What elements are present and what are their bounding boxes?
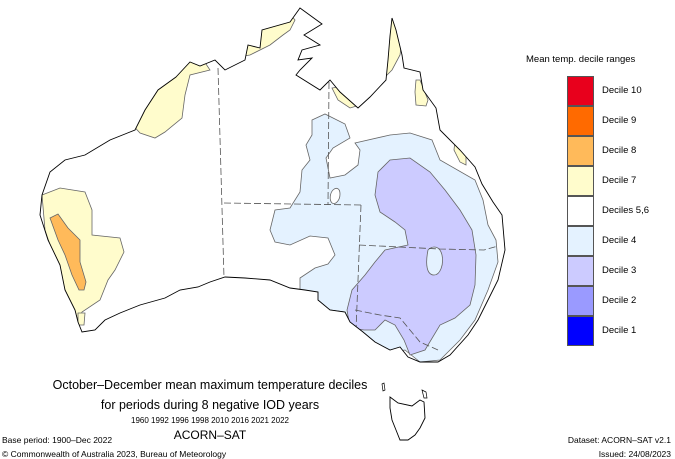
swatch-decile-4 — [567, 226, 594, 256]
iod-years: 1960 1992 1996 1998 2010 2016 2021 2022 — [131, 416, 289, 425]
legend-item-decile-10: Decile 10 — [567, 76, 675, 107]
decile8-west-coast — [49, 213, 87, 291]
issued-date: Issued: 24/08/2023 — [598, 449, 671, 459]
legend-label: Decile 2 — [602, 295, 637, 306]
swatch-decile-2 — [567, 286, 594, 316]
swatch-decile-10 — [567, 76, 594, 106]
legend-label: Decile 7 — [602, 175, 637, 186]
legend-label: Decile 3 — [602, 265, 637, 276]
copyright: © Commonwealth of Australia 2023, Bureau… — [2, 449, 227, 459]
swatch-decile-9 — [567, 106, 594, 136]
swatch-decile-1 — [567, 316, 594, 346]
decile3-east — [346, 157, 477, 356]
legend-item-decile-1: Decile 1 — [567, 316, 675, 347]
swatch-decile-7 — [567, 166, 594, 196]
swatch-decile-8 — [567, 136, 594, 166]
legend-label: Decile 8 — [602, 145, 637, 156]
legend-item-decile-2: Decile 2 — [567, 286, 675, 317]
decile7-southwest-tip — [77, 312, 86, 326]
flinders-island — [421, 389, 428, 399]
mainland-outline — [39, 7, 506, 363]
king-island — [381, 382, 386, 392]
dataset-label: Dataset: ACORN–SAT v2.1 — [567, 435, 671, 445]
legend-item-decile-7: Decile 7 — [567, 166, 675, 197]
legend-label: Decile 10 — [602, 85, 642, 96]
legend-item-decile-8: Decile 8 — [567, 136, 675, 167]
legend-item-decile-3: Decile 3 — [567, 256, 675, 287]
base-period: Base period: 1900–Dec 2022 — [2, 435, 113, 445]
swatch-decile-3 — [567, 256, 594, 286]
legend-item-decile-4: Decile 4 — [567, 226, 675, 257]
legend-label: Decile 4 — [602, 235, 637, 246]
swatch-deciles-5-6 — [567, 196, 594, 226]
legend-title: Mean temp. decile ranges — [526, 54, 636, 65]
map-title-line2: for periods during 8 negative IOD years — [100, 398, 320, 412]
product-name: ACORN–SAT — [173, 428, 247, 442]
legend-label: Deciles 5,6 — [602, 205, 649, 216]
decile7-east-coast-1 — [414, 79, 429, 107]
legend-item-decile-9: Decile 9 — [567, 106, 675, 137]
state-borders — [217, 67, 499, 351]
legend-item-deciles-5-6: Deciles 5,6 — [567, 196, 675, 227]
decile4-hole — [426, 246, 443, 276]
tasmania — [389, 396, 426, 441]
legend-label: Decile 9 — [602, 115, 637, 126]
legend-label: Decile 1 — [602, 325, 637, 336]
map-title-line1: October–December mean maximum temperatur… — [52, 378, 368, 392]
white-hole — [329, 187, 341, 204]
